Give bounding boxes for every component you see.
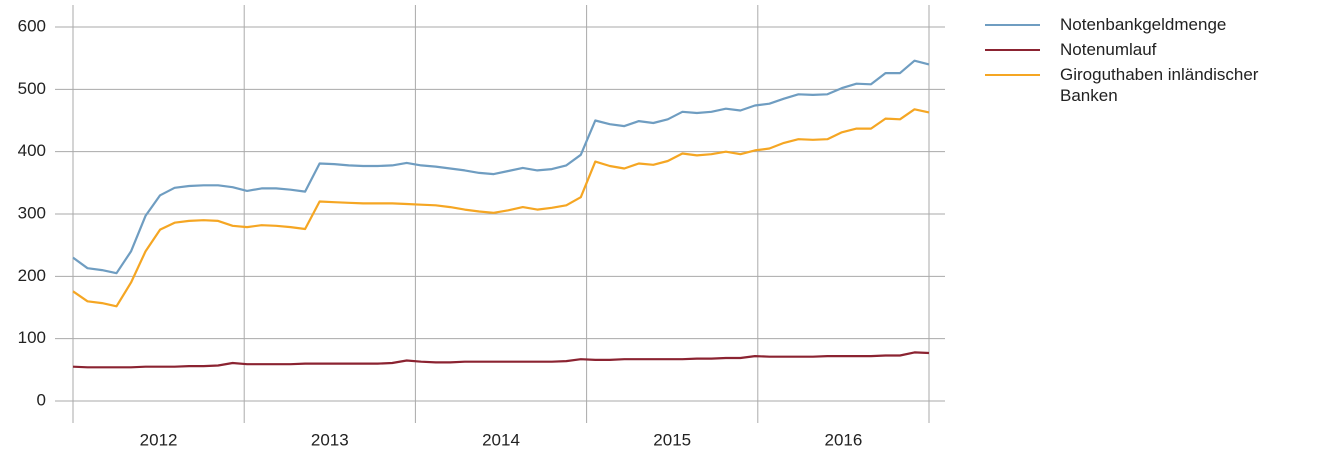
- x-tick-label: 2012: [140, 430, 178, 449]
- y-tick-label: 600: [18, 16, 46, 35]
- y-tick-label: 200: [18, 266, 46, 285]
- y-tick-label: 0: [37, 390, 46, 409]
- y-tick-label: 400: [18, 141, 46, 160]
- legend-swatch: [985, 49, 1040, 51]
- legend-item: Notenumlauf: [985, 39, 1325, 60]
- legend-label: Giroguthaben inländischer Banken: [1060, 65, 1259, 105]
- legend: Notenbankgeldmenge Notenumlauf Giroguthabe…: [985, 14, 1325, 110]
- series-line: [72, 108, 930, 308]
- x-tick-label: 2015: [653, 430, 691, 449]
- series-line: [72, 351, 930, 369]
- x-tick-label: 2014: [482, 430, 520, 449]
- chart: 0 100 200 300 400 500 600 2012 2013 2014 2015 2016: [18, 5, 945, 449]
- x-tick-label: 2016: [824, 430, 862, 449]
- y-tick-label: 100: [18, 328, 46, 347]
- legend-item: Giroguthaben inländischer Banken: [985, 64, 1325, 106]
- series-line: [72, 59, 930, 275]
- y-tick-label: 500: [18, 79, 46, 98]
- x-tick-label: 2013: [311, 430, 349, 449]
- y-tick-label: 300: [18, 203, 46, 222]
- legend-swatch: [985, 24, 1040, 26]
- legend-label: Notenbankgeldmenge: [1060, 15, 1227, 34]
- legend-item: Notenbankgeldmenge: [985, 14, 1325, 35]
- legend-swatch: [985, 74, 1040, 76]
- legend-label: Notenumlauf: [1060, 40, 1157, 59]
